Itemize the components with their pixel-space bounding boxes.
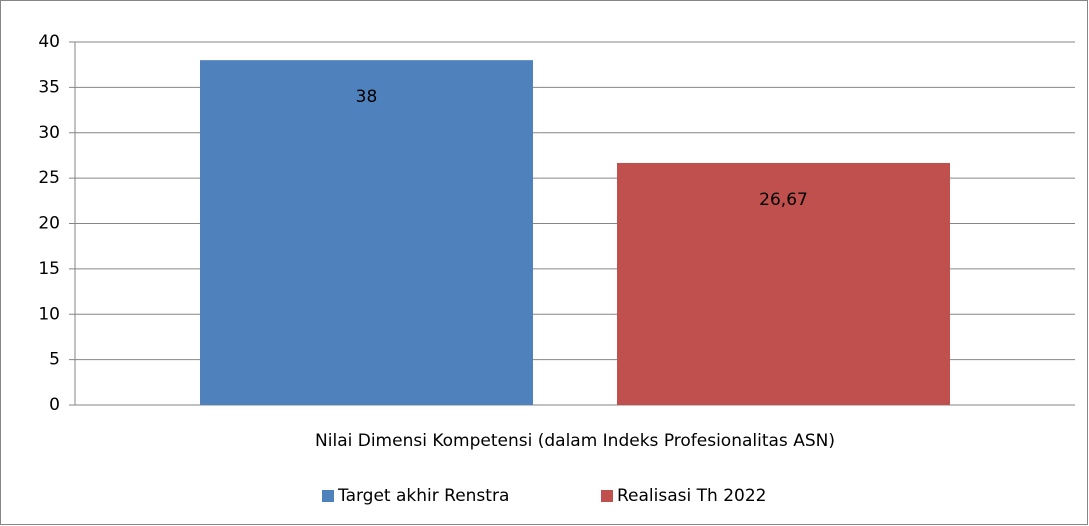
y-tick-label: 10 [38, 304, 60, 324]
data-label: 26,67 [759, 190, 808, 210]
data-label: 38 [356, 87, 378, 107]
x-tick-label: Nilai Dimensi Kompetensi (dalam Indeks P… [315, 431, 835, 451]
legend-swatch [322, 490, 334, 502]
y-tick-label: 35 [38, 77, 60, 97]
y-tick-label: 30 [38, 123, 60, 143]
bar [617, 162, 950, 405]
y-tick-label: 0 [49, 395, 60, 415]
legend-label: Realisasi Th 2022 [617, 486, 766, 506]
legend-swatch [601, 490, 613, 502]
y-tick-label: 25 [38, 168, 60, 188]
legend-label: Target akhir Renstra [337, 486, 509, 506]
y-tick-label: 40 [38, 32, 60, 52]
y-tick-label: 5 [49, 350, 60, 370]
bar [200, 60, 533, 406]
y-tick-label: 20 [38, 214, 60, 234]
y-tick-label: 15 [38, 259, 60, 279]
